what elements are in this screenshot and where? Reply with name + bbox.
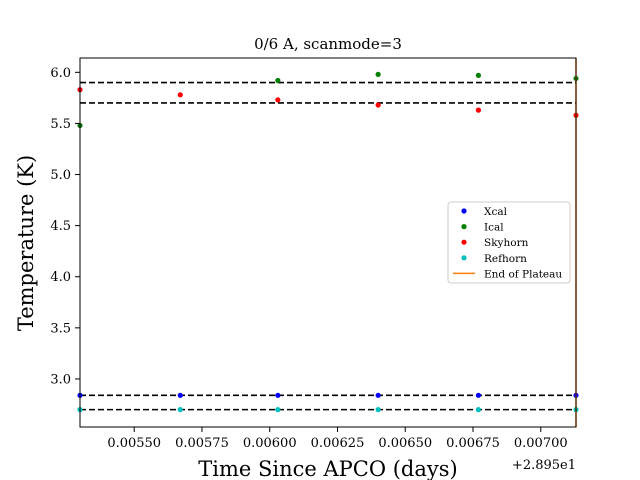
- data-point-skyhorn-2: [275, 97, 281, 103]
- x-tick-label-3: 0.00625: [311, 436, 365, 451]
- x-tick-label-0: 0.00550: [107, 436, 161, 451]
- y-tick-label-2: 4.0: [50, 270, 71, 285]
- data-point-skyhorn-1: [177, 92, 183, 98]
- legend-label-xcal: Xcal: [484, 206, 508, 218]
- data-point-refhorn-2: [275, 407, 281, 413]
- legend-marker-refhorn: [461, 255, 467, 261]
- legend-marker-xcal: [461, 208, 467, 214]
- data-point-ical-2: [375, 71, 381, 77]
- y-tick-label-3: 4.5: [50, 219, 71, 234]
- y-tick-label-1: 3.5: [50, 321, 71, 336]
- data-point-refhorn-1: [177, 407, 183, 413]
- data-point-xcal-3: [375, 392, 381, 398]
- data-point-refhorn-3: [375, 407, 381, 413]
- data-point-xcal-4: [475, 392, 482, 398]
- data-point-refhorn-4: [475, 407, 482, 413]
- legend-label-skyhorn: Skyhorn: [484, 237, 529, 249]
- x-tick-label-2: 0.00600: [243, 436, 297, 451]
- chart-title: 0/6 A, scanmode=3: [254, 35, 402, 53]
- legend: Xcal Ical Skyhorn Refhorn End of Plateau: [447, 201, 571, 284]
- data-point-ical-1: [275, 77, 281, 84]
- y-tick-label-0: 3.0: [50, 372, 71, 387]
- x-tick-label-6: 0.00700: [514, 436, 568, 451]
- axes-frame: [79, 57, 577, 428]
- x-tick-label-1: 0.00575: [175, 436, 229, 451]
- x-offset-label: +2.895e1: [512, 458, 576, 473]
- x-tick-label-4: 0.00650: [378, 436, 432, 451]
- x-tick-label-5: 0.00675: [446, 436, 500, 451]
- x-axis-label: Time Since APCO (days): [198, 457, 457, 480]
- plot-area: 0.00550 0.00575 0.00600 0.00625 0.00650 0.006…: [50, 57, 579, 451]
- y-tick-label-6: 6.0: [50, 66, 71, 81]
- legend-label-end-of-plateau: End of Plateau: [484, 268, 562, 280]
- y-tick-label-4: 5.0: [50, 168, 71, 183]
- legend-marker-skyhorn: [461, 239, 467, 245]
- y-axis-label: Temperature (K): [14, 155, 38, 331]
- data-point-ical-3: [475, 72, 482, 78]
- data-point-xcal-2: [275, 392, 281, 398]
- legend-label-ical: Ical: [484, 222, 504, 234]
- legend-box: [447, 201, 571, 284]
- data-point-skyhorn-3: [375, 102, 381, 108]
- legend-label-refhorn: Refhorn: [484, 253, 527, 265]
- data-point-xcal-1: [177, 392, 183, 398]
- legend-marker-ical: [461, 224, 467, 230]
- data-point-skyhorn-4: [475, 107, 482, 113]
- y-tick-label-5: 5.5: [50, 117, 71, 132]
